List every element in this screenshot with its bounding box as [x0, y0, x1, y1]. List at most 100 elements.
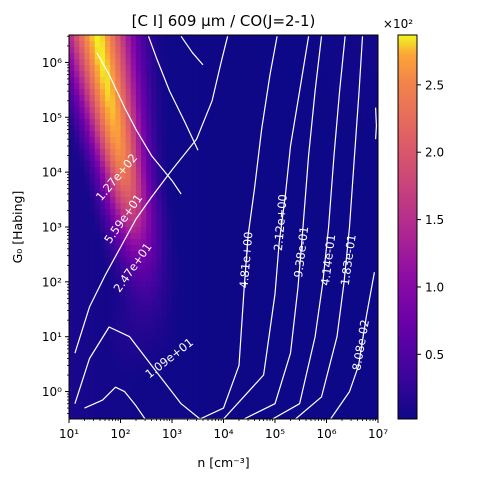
heatmap-cell	[311, 47, 317, 54]
heatmap-cell	[69, 53, 75, 60]
heatmap-cell	[146, 299, 152, 306]
heatmap-cell	[197, 47, 204, 54]
heatmap-cell	[233, 275, 240, 282]
heatmap-cell	[228, 371, 235, 378]
heatmap-cell	[213, 251, 219, 258]
heatmap-cell	[172, 215, 178, 222]
heatmap-cell	[99, 359, 106, 366]
heatmap-cell	[352, 185, 358, 192]
heatmap-cell	[280, 77, 286, 84]
heatmap-cell	[336, 245, 343, 252]
heatmap-cell	[74, 227, 80, 234]
heatmap-cell	[120, 107, 127, 114]
heatmap-cell	[321, 209, 328, 216]
heatmap-cell	[275, 119, 281, 126]
heatmap-cell	[352, 251, 358, 258]
contour-4.14e-01	[272, 36, 346, 419]
heatmap-cell	[357, 209, 364, 216]
heatmap-cell	[228, 83, 235, 90]
heatmap-cell	[156, 413, 163, 419]
heatmap-cell	[259, 65, 266, 72]
heatmap-cell	[341, 83, 348, 90]
heatmap-cell	[84, 95, 91, 102]
heatmap-cell	[331, 137, 338, 144]
heatmap-cell	[99, 119, 106, 126]
heatmap-cell	[228, 35, 235, 42]
heatmap-cell	[192, 239, 199, 246]
heatmap-cell	[244, 41, 250, 48]
heatmap-cell	[275, 341, 281, 348]
heatmap-cell	[223, 173, 230, 180]
heatmap-cell	[249, 377, 255, 384]
heatmap-cell	[172, 269, 178, 276]
heatmap-cell	[141, 263, 147, 270]
heatmap-cell	[244, 107, 250, 114]
heatmap-cell	[372, 227, 378, 234]
heatmap-cell	[347, 155, 353, 162]
heatmap-cell	[244, 275, 250, 282]
heatmap-cell	[187, 353, 194, 360]
heatmap-cell	[367, 335, 374, 342]
heatmap-cell	[105, 395, 111, 402]
heatmap-cell	[208, 227, 214, 234]
heatmap-cell	[110, 269, 116, 276]
heatmap-cell	[94, 125, 101, 132]
heatmap-cell	[94, 407, 101, 414]
heatmap-cell	[202, 353, 209, 360]
heatmap-cell	[99, 149, 106, 156]
heatmap-cell	[264, 83, 271, 90]
contour-2.47e+01	[180, 35, 204, 66]
heatmap-cell	[249, 155, 255, 162]
heatmap-cell	[99, 341, 106, 348]
heatmap-cell	[146, 305, 152, 312]
heatmap-cell	[213, 305, 219, 312]
heatmap-cell	[125, 371, 132, 378]
heatmap-cell	[233, 41, 240, 48]
heatmap-cell	[151, 281, 158, 288]
heatmap-cell	[244, 53, 250, 60]
heatmap-cell	[182, 197, 189, 204]
heatmap-cell	[135, 287, 142, 294]
heatmap-cell	[295, 395, 302, 402]
heatmap-cell	[79, 179, 86, 186]
heatmap-cell	[372, 173, 378, 180]
heatmap-cell	[161, 95, 168, 102]
heatmap-cell	[182, 311, 189, 318]
heatmap-cell	[105, 185, 111, 192]
heatmap-cell	[120, 353, 127, 360]
heatmap-cell	[94, 395, 101, 402]
heatmap-cell	[182, 359, 189, 366]
heatmap-cell	[321, 287, 328, 294]
heatmap-cell	[238, 155, 245, 162]
heatmap-cell	[166, 353, 173, 360]
heatmap-cell	[300, 341, 307, 348]
heatmap-cell	[187, 113, 194, 120]
heatmap-cell	[69, 263, 75, 270]
heatmap-cell	[223, 47, 230, 54]
heatmap-cell	[135, 71, 142, 78]
heatmap-cell	[264, 191, 271, 198]
heatmap-cell	[352, 227, 358, 234]
heatmap-cell	[347, 371, 353, 378]
heatmap-cell	[151, 125, 158, 132]
heatmap-cell	[264, 209, 271, 216]
heatmap-cell	[218, 347, 225, 354]
heatmap-cell	[218, 137, 225, 144]
heatmap-cell	[300, 113, 307, 120]
heatmap-cell	[259, 293, 266, 300]
heatmap-cell	[135, 257, 142, 264]
heatmap-cell	[264, 59, 271, 66]
heatmap-cell	[326, 161, 333, 168]
heatmap-cell	[187, 185, 194, 192]
heatmap-cell	[84, 389, 91, 396]
heatmap-cell	[187, 287, 194, 294]
heatmap-cell	[372, 71, 378, 78]
heatmap-cell	[182, 239, 189, 246]
heatmap-cell	[347, 335, 353, 342]
heatmap-cell	[89, 131, 96, 138]
heatmap-cell	[347, 125, 353, 132]
heatmap-cell	[89, 359, 96, 366]
heatmap-cell	[372, 251, 378, 258]
heatmap-cell	[192, 329, 199, 336]
heatmap-cell	[249, 179, 255, 186]
